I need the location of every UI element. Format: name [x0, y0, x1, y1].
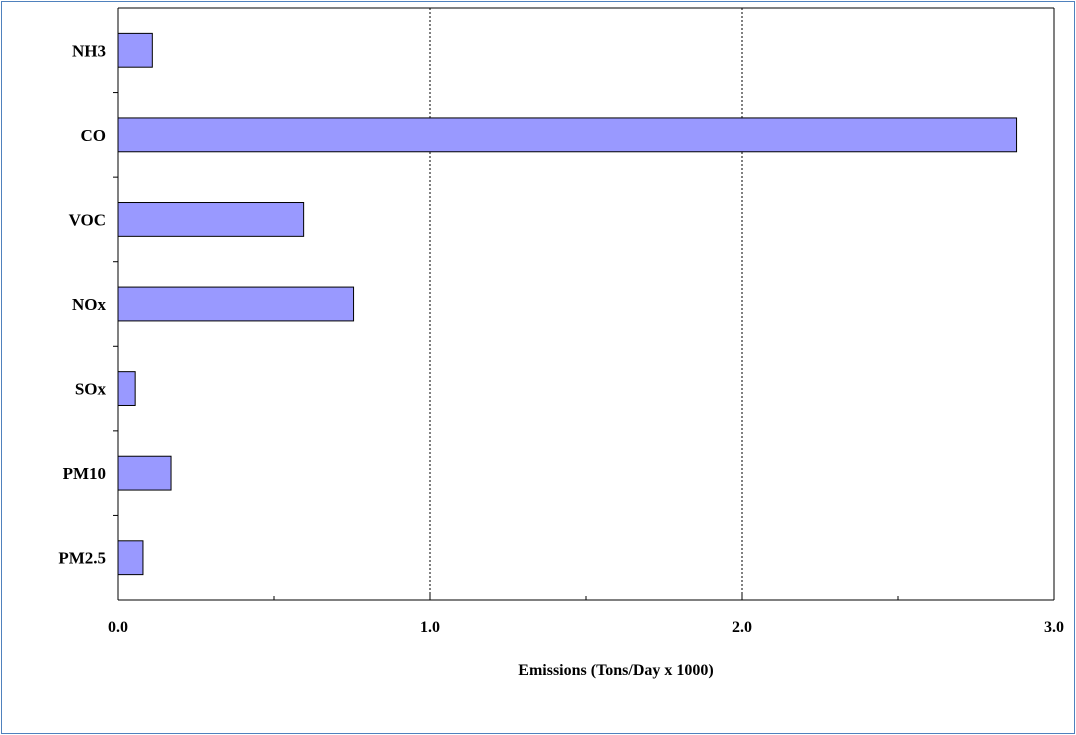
category-label-voc: VOC [69, 210, 106, 229]
axes [113, 7, 1055, 601]
x-tick-label-0: 0.0 [108, 619, 128, 636]
x-tick-label-3: 3.0 [1044, 619, 1064, 636]
bar-pm10 [117, 455, 172, 491]
x-tick-label-2: 2.0 [732, 619, 752, 636]
x-tick-label-1: 1.0 [420, 619, 440, 636]
category-label-pm25: PM2.5 [58, 549, 106, 568]
bar-co [117, 117, 1018, 153]
category-label-nox: NOx [72, 295, 107, 314]
bars [117, 32, 1018, 576]
bar-voc [117, 202, 305, 237]
category-label-co: CO [81, 126, 107, 145]
category-label-sox: SOx [75, 380, 107, 399]
bar-pm25 [117, 540, 144, 576]
labels: NH3 CO VOC NOx SOx PM10 PM2.5 0.0 1.0 2.0 3.0 [58, 41, 1064, 636]
bar-nh3 [117, 32, 153, 68]
bar-sox [117, 371, 136, 406]
bar-nox [117, 286, 355, 322]
x-axis-title: Emissions (Tons/Day x 1000) [518, 662, 713, 679]
gridlines [429, 8, 743, 600]
category-label-pm10: PM10 [63, 464, 106, 483]
category-label-nh3: NH3 [72, 41, 106, 60]
